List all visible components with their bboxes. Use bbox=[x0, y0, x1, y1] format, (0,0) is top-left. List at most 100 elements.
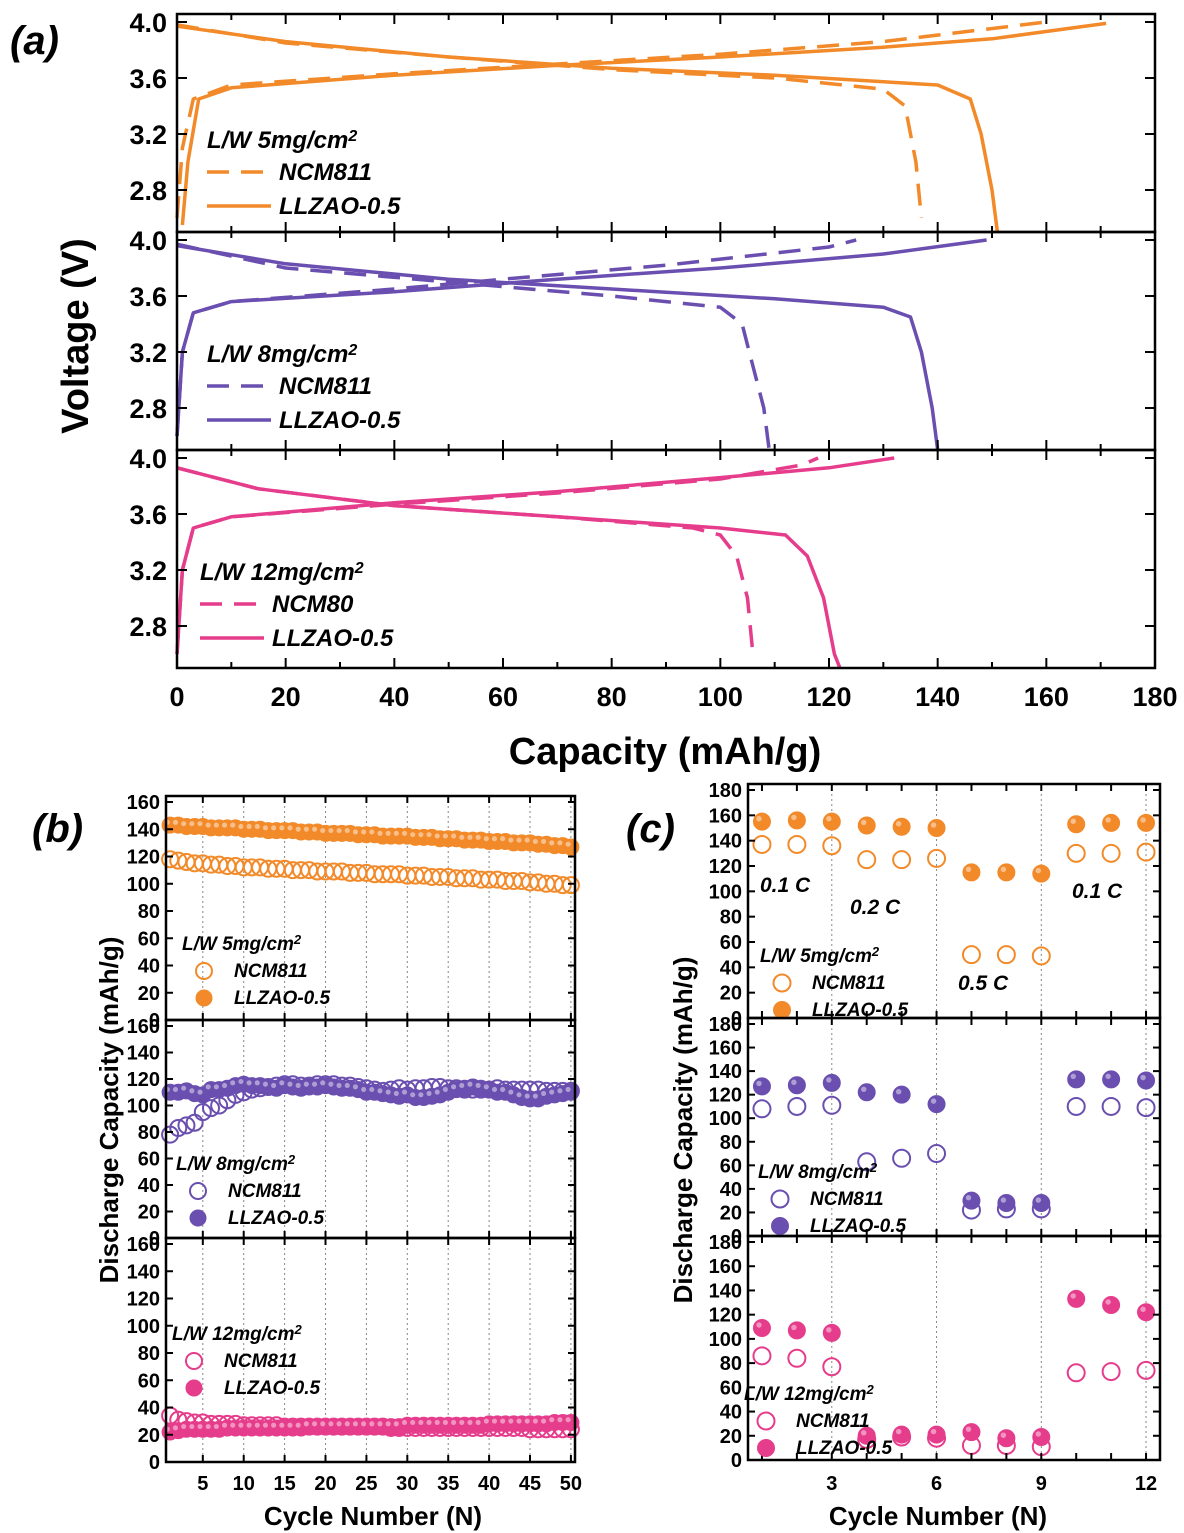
data-point-highlight bbox=[459, 1419, 465, 1425]
data-point-highlight bbox=[352, 1084, 358, 1090]
data-point-highlight bbox=[524, 1093, 530, 1099]
y-tick-label: 3.6 bbox=[129, 500, 167, 530]
data-point-highlight bbox=[311, 826, 318, 832]
legend-title-text: L/W 5mg/cm bbox=[182, 934, 294, 955]
y-tick-label: 40 bbox=[138, 956, 160, 978]
data-point-highlight bbox=[320, 1080, 326, 1086]
series-ncm811-charge-line bbox=[175, 20, 1047, 219]
data-point-llzao-0.5 bbox=[997, 1194, 1016, 1213]
y-tick-label: 4.0 bbox=[129, 8, 167, 38]
x-tick-label: 140 bbox=[915, 682, 960, 712]
data-point-highlight bbox=[369, 1421, 375, 1427]
data-point-highlight bbox=[895, 821, 902, 827]
legend-title-superscript: 2 bbox=[354, 560, 364, 577]
data-point-highlight bbox=[491, 1086, 498, 1093]
data-point-highlight bbox=[328, 827, 334, 834]
data-point-highlight bbox=[377, 1421, 383, 1427]
data-point-highlight bbox=[246, 1422, 252, 1428]
data-point-highlight bbox=[475, 834, 481, 840]
data-point-highlight bbox=[393, 830, 399, 836]
y-tick-label: 80 bbox=[138, 901, 160, 923]
data-point-highlight bbox=[221, 1422, 228, 1428]
legend-swatch bbox=[189, 1209, 207, 1227]
data-point-highlight bbox=[434, 1089, 440, 1095]
data-point-highlight bbox=[1070, 1073, 1076, 1080]
data-point-highlight bbox=[205, 1084, 211, 1090]
legend-label: LLZAO-0.5 bbox=[234, 988, 330, 1009]
data-point-highlight bbox=[295, 1082, 301, 1089]
data-point-highlight bbox=[442, 833, 448, 839]
legend-title-superscript: 2 bbox=[869, 1160, 878, 1175]
legend: L/W 12mg/cm2 NCM811 LLZAO-0.5 bbox=[172, 1322, 320, 1399]
data-point-highlight bbox=[246, 1080, 252, 1086]
data-point-highlight bbox=[541, 1090, 547, 1096]
data-point-highlight bbox=[1070, 818, 1076, 824]
y-tick-label: 60 bbox=[138, 1370, 160, 1392]
legend: L/W 5mg/cm2 NCM811 LLZAO-0.5 bbox=[207, 127, 401, 220]
data-point-highlight bbox=[541, 838, 547, 844]
y-tick-label: 160 bbox=[127, 792, 160, 814]
data-point-highlight bbox=[230, 1080, 236, 1086]
data-point-highlight bbox=[467, 1081, 473, 1087]
data-point-ncm811 bbox=[1066, 1363, 1086, 1383]
data-point-highlight bbox=[320, 1421, 326, 1427]
data-point-highlight bbox=[279, 1080, 285, 1086]
data-point-llzao-0.5 bbox=[752, 1077, 771, 1096]
data-point-highlight bbox=[172, 1425, 179, 1431]
data-point-ncm811 bbox=[1066, 843, 1086, 863]
legend-swatch bbox=[185, 1379, 203, 1397]
data-point-highlight bbox=[377, 1088, 383, 1094]
data-point-highlight bbox=[826, 815, 832, 822]
data-point-ncm811 bbox=[927, 848, 947, 868]
y-tick-label: 120 bbox=[127, 1069, 160, 1091]
y-tick-label: 180 bbox=[709, 1014, 742, 1036]
data-point-llzao-0.5 bbox=[997, 1429, 1016, 1448]
data-point-highlight bbox=[279, 825, 285, 831]
panel-a: 2.83.23.64.0L/W 5mg/cm2NCM811LLZAO-0.52.… bbox=[129, 8, 1177, 712]
data-point-highlight bbox=[181, 821, 187, 827]
subplot-b-1: 0 20 40 60 80 100 120 140 160 L/W 5mg/cm2 NCM811 LL… bbox=[127, 792, 580, 1032]
x-tick-label: 9 bbox=[1036, 1473, 1047, 1495]
legend-label: NCM811 bbox=[228, 1181, 302, 1202]
data-point-highlight bbox=[508, 837, 514, 843]
x-tick-label: 50 bbox=[560, 1473, 582, 1495]
y-tick-label: 80 bbox=[720, 1353, 742, 1375]
x-tick-label: 35 bbox=[437, 1473, 459, 1495]
legend-title-superscript: 2 bbox=[347, 128, 357, 145]
data-point-llzao-0.5 bbox=[787, 1076, 806, 1095]
legend-label: NCM80 bbox=[272, 591, 354, 618]
legend-label: LLZAO-0.5 bbox=[224, 1378, 320, 1399]
y-tick-label: 160 bbox=[709, 805, 742, 827]
panel-label-a: (a) bbox=[10, 19, 59, 63]
data-point-highlight bbox=[303, 1421, 309, 1427]
data-point-highlight bbox=[500, 836, 506, 842]
data-point-highlight bbox=[385, 830, 391, 836]
data-point-highlight bbox=[287, 1422, 293, 1428]
data-point-highlight bbox=[361, 1421, 367, 1427]
x-tick-label: 45 bbox=[519, 1473, 541, 1495]
data-point-ncm811 bbox=[961, 945, 981, 965]
data-point-llzao-0.5 bbox=[857, 816, 876, 835]
legend: L/W 5mg/cm2 NCM811 LLZAO-0.5 bbox=[182, 932, 330, 1009]
data-point-highlight bbox=[500, 1086, 506, 1093]
data-point-highlight bbox=[369, 1086, 375, 1093]
data-point-highlight bbox=[1035, 1197, 1042, 1203]
data-point-highlight bbox=[221, 822, 228, 828]
data-point-highlight bbox=[189, 821, 195, 827]
rate-label: 0.2 C bbox=[850, 896, 901, 919]
data-point-highlight bbox=[254, 1080, 260, 1086]
data-point-ncm811 bbox=[193, 1103, 212, 1122]
data-point-highlight bbox=[459, 834, 465, 840]
data-point-llzao-0.5 bbox=[822, 812, 841, 831]
data-point-highlight bbox=[213, 822, 219, 828]
data-point-highlight bbox=[328, 1081, 334, 1087]
y-tick-label: 40 bbox=[720, 1402, 742, 1424]
y-tick-label: 0 bbox=[149, 1010, 160, 1032]
legend-title-text: L/W 12mg/cm bbox=[172, 1324, 295, 1345]
data-point-highlight bbox=[172, 819, 179, 825]
legend: L/W 8mg/cm2 NCM811 LLZAO-0.5 bbox=[758, 1160, 906, 1237]
